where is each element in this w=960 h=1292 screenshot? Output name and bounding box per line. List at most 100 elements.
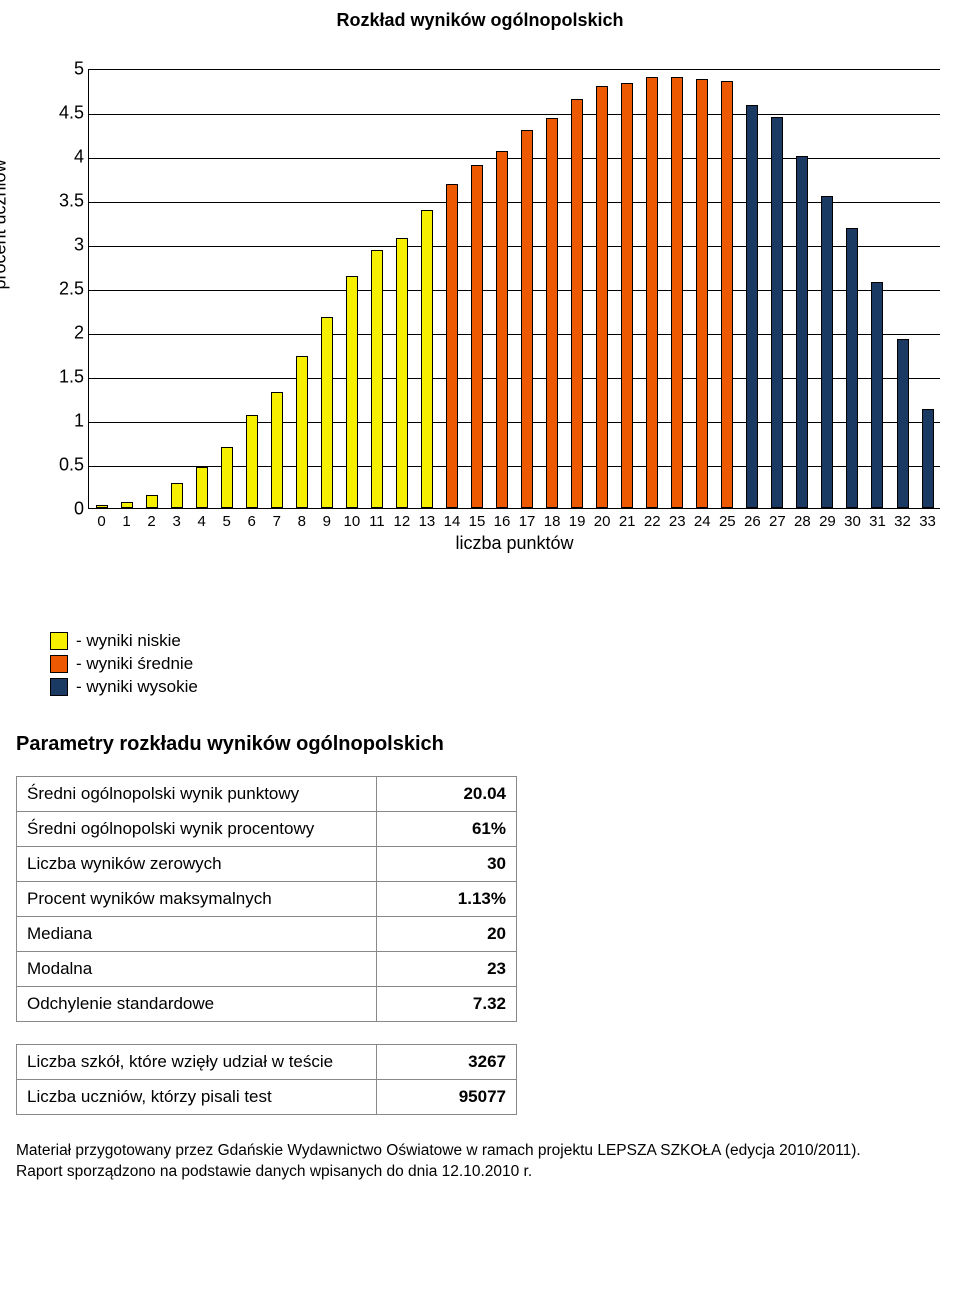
y-tick-label: 5 bbox=[24, 59, 84, 80]
bar-slot: 24 bbox=[690, 70, 715, 508]
bar-slot: 25 bbox=[715, 70, 740, 508]
bar bbox=[546, 118, 558, 508]
bar-slot: 10 bbox=[339, 70, 364, 508]
bar-slot: 20 bbox=[590, 70, 615, 508]
y-tick-label: 2.5 bbox=[24, 279, 84, 300]
x-tick-label: 30 bbox=[844, 513, 861, 530]
table-row: Modalna23 bbox=[17, 952, 517, 987]
param-label: Liczba uczniów, którzy pisali test bbox=[17, 1080, 377, 1115]
bar bbox=[421, 210, 433, 508]
param-label: Modalna bbox=[17, 952, 377, 987]
x-tick-label: 25 bbox=[719, 513, 736, 530]
table-row: Liczba wyników zerowych30 bbox=[17, 847, 517, 882]
x-tick-label: 33 bbox=[919, 513, 936, 530]
x-tick-label: 12 bbox=[394, 513, 411, 530]
x-tick-label: 32 bbox=[894, 513, 911, 530]
bar bbox=[196, 467, 208, 508]
bar bbox=[646, 77, 658, 508]
bar-slot: 1 bbox=[114, 70, 139, 508]
bar-slot: 17 bbox=[515, 70, 540, 508]
y-axis-label: procent uczniów bbox=[0, 159, 11, 289]
bar bbox=[271, 392, 283, 508]
bar bbox=[321, 317, 333, 508]
x-tick-label: 17 bbox=[519, 513, 536, 530]
bar bbox=[171, 483, 183, 508]
bar-slot: 5 bbox=[214, 70, 239, 508]
bar bbox=[871, 282, 883, 508]
x-tick-label: 11 bbox=[369, 513, 385, 530]
x-tick-label: 14 bbox=[444, 513, 461, 530]
bar bbox=[396, 238, 408, 508]
footer-line-1: Materiał przygotowany przez Gdańskie Wyd… bbox=[16, 1141, 950, 1162]
x-tick-label: 23 bbox=[669, 513, 686, 530]
bar bbox=[746, 105, 758, 508]
params-table: Średni ogólnopolski wynik punktowy20.04Ś… bbox=[16, 776, 517, 1022]
bar-slot: 11 bbox=[364, 70, 389, 508]
bar-slot: 23 bbox=[665, 70, 690, 508]
bar-slot: 18 bbox=[540, 70, 565, 508]
x-tick-label: 4 bbox=[197, 513, 205, 530]
param-value: 61% bbox=[377, 812, 517, 847]
counts-table: Liczba szkół, które wzięły udział w teśc… bbox=[16, 1044, 517, 1115]
bar bbox=[821, 196, 833, 508]
bar-slot: 13 bbox=[414, 70, 439, 508]
bar-slot: 0 bbox=[89, 70, 114, 508]
y-tick-label: 0.5 bbox=[24, 455, 84, 476]
params-heading: Parametry rozkładu wyników ogólnopolskic… bbox=[16, 733, 950, 756]
x-tick-label: 26 bbox=[744, 513, 761, 530]
bar-slot: 14 bbox=[439, 70, 464, 508]
table-row: Średni ogólnopolski wynik punktowy20.04 bbox=[17, 777, 517, 812]
legend-label-low: - wyniki niskie bbox=[76, 631, 181, 651]
y-tick-label: 1 bbox=[24, 411, 84, 432]
chart-title: Rozkład wyników ogólnopolskich bbox=[10, 10, 950, 31]
x-tick-label: 15 bbox=[469, 513, 486, 530]
bar bbox=[596, 86, 608, 508]
bar bbox=[246, 415, 258, 508]
x-tick-label: 18 bbox=[544, 513, 561, 530]
x-tick-label: 20 bbox=[594, 513, 611, 530]
bar bbox=[922, 409, 934, 508]
x-tick-label: 19 bbox=[569, 513, 586, 530]
bar bbox=[346, 276, 358, 508]
param-value: 20.04 bbox=[377, 777, 517, 812]
y-tick-label: 1.5 bbox=[24, 367, 84, 388]
bar-slot: 9 bbox=[314, 70, 339, 508]
x-tick-label: 9 bbox=[323, 513, 331, 530]
table-row: Odchylenie standardowe7.32 bbox=[17, 987, 517, 1022]
legend-item-mid: - wyniki średnie bbox=[50, 654, 950, 674]
bar-slot: 2 bbox=[139, 70, 164, 508]
bar bbox=[521, 130, 533, 508]
x-tick-label: 3 bbox=[172, 513, 180, 530]
bar-slot: 33 bbox=[915, 70, 940, 508]
bar-slot: 6 bbox=[239, 70, 264, 508]
bar bbox=[471, 165, 483, 508]
bar-slot: 15 bbox=[464, 70, 489, 508]
bar-slot: 7 bbox=[264, 70, 289, 508]
bar bbox=[571, 99, 583, 508]
x-tick-label: 8 bbox=[298, 513, 306, 530]
legend-label-high: - wyniki wysokie bbox=[76, 677, 198, 697]
param-label: Liczba wyników zerowych bbox=[17, 847, 377, 882]
param-value: 20 bbox=[377, 917, 517, 952]
bar bbox=[96, 505, 108, 508]
bar bbox=[446, 184, 458, 508]
bar-slot: 28 bbox=[790, 70, 815, 508]
x-axis-label: liczba punktów bbox=[455, 533, 573, 554]
bar bbox=[221, 447, 233, 508]
x-tick-label: 0 bbox=[97, 513, 105, 530]
bar-slot: 8 bbox=[289, 70, 314, 508]
x-tick-label: 2 bbox=[147, 513, 155, 530]
bar-slot: 26 bbox=[740, 70, 765, 508]
x-tick-label: 13 bbox=[419, 513, 436, 530]
bar bbox=[671, 77, 683, 508]
legend: - wyniki niskie - wyniki średnie - wynik… bbox=[50, 631, 950, 697]
bar-slot: 3 bbox=[164, 70, 189, 508]
bar-slot: 30 bbox=[840, 70, 865, 508]
bar bbox=[721, 81, 733, 508]
x-tick-label: 28 bbox=[794, 513, 811, 530]
bar-slot: 22 bbox=[640, 70, 665, 508]
legend-item-low: - wyniki niskie bbox=[50, 631, 950, 651]
bar bbox=[296, 356, 308, 508]
x-tick-label: 27 bbox=[769, 513, 786, 530]
bar bbox=[621, 83, 633, 508]
